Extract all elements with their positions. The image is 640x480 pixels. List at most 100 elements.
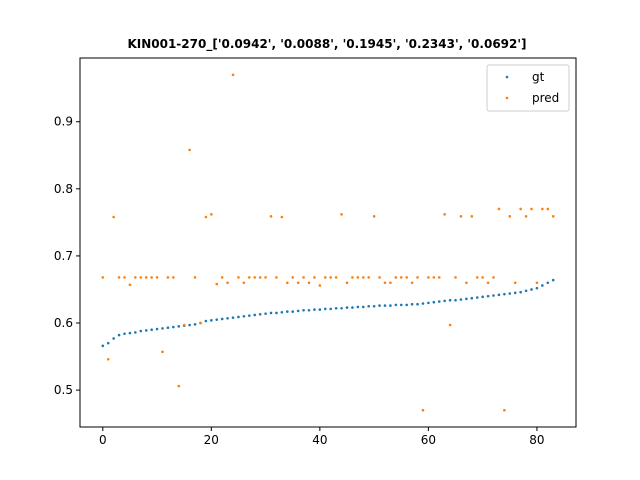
pred-point (475, 276, 479, 279)
pred-point (258, 276, 262, 279)
gt-point (443, 299, 446, 303)
gt-point (291, 310, 295, 313)
pred-point (378, 276, 381, 279)
y-tick-label: 0.9 (54, 115, 73, 129)
pred-point (264, 276, 267, 279)
pred-point (410, 281, 414, 285)
gt-point (378, 304, 381, 307)
pred-point (323, 276, 327, 279)
pred-point (465, 281, 468, 285)
gt-point (264, 312, 267, 315)
gt-point (112, 337, 115, 340)
gt-point (302, 308, 305, 312)
gt-point (497, 293, 501, 297)
gt-point (492, 294, 495, 297)
gt-point (416, 302, 419, 306)
gt-point (535, 286, 539, 290)
pred-point (356, 276, 360, 279)
pred-point (318, 284, 322, 287)
pred-point (313, 276, 316, 279)
pred-point (351, 276, 354, 279)
pred-point (248, 276, 251, 279)
gt-point (237, 315, 240, 319)
x-tick-label: 20 (204, 433, 219, 447)
gt-point (481, 295, 484, 299)
gt-point (280, 310, 284, 314)
gt-point (220, 317, 224, 321)
pred-point (448, 323, 452, 327)
pred-point (513, 281, 517, 285)
gt-point (307, 308, 311, 312)
x-axis: 0 20 40 60 80 (99, 427, 545, 447)
pred-point (193, 276, 197, 279)
gt-point (410, 302, 414, 306)
pred-point (437, 276, 441, 279)
gt-point (329, 307, 333, 311)
gt-point (383, 304, 387, 307)
gt-point (134, 331, 137, 334)
pred-point (307, 281, 311, 285)
gt-point (470, 296, 474, 300)
gt-point (253, 313, 257, 317)
pred-point (101, 276, 105, 279)
gt-point (465, 297, 468, 301)
gt-point (144, 329, 148, 332)
pred-point (150, 276, 153, 279)
gt-point (427, 301, 430, 305)
pred-point (275, 276, 278, 279)
gt-point (351, 306, 354, 309)
gt-point (361, 305, 365, 309)
gt-point (421, 302, 425, 305)
gt-point (172, 325, 175, 329)
gt-point (459, 298, 463, 301)
pred-point (172, 276, 175, 279)
pred-point (134, 276, 137, 279)
pred-point (182, 323, 186, 327)
pred-point (367, 276, 371, 279)
pred-point (503, 408, 506, 412)
gt-point (139, 329, 143, 333)
pred-point (139, 276, 143, 279)
pred-point (112, 215, 115, 219)
pred-point (454, 276, 457, 279)
x-tick-label: 80 (529, 433, 544, 447)
pred-point (334, 276, 338, 279)
gt-point (231, 316, 235, 319)
pred-point (530, 207, 533, 211)
pred-point (242, 281, 246, 285)
gt-point (166, 326, 170, 330)
gt-point (275, 311, 278, 315)
y-tick-label: 0.5 (54, 383, 73, 397)
pred-point (394, 276, 398, 279)
pred-point (399, 276, 403, 279)
pred-point (302, 276, 305, 279)
gt-point (340, 306, 343, 310)
pred-point (546, 207, 550, 211)
gt-point (437, 300, 441, 303)
pred-point (432, 276, 436, 279)
pred-point (199, 321, 202, 325)
pred-point (280, 215, 284, 219)
pred-point (215, 282, 219, 286)
y-axis: 0.5 0.6 0.7 0.8 0.9 (54, 115, 80, 397)
pred-point (106, 357, 110, 361)
pred-point (128, 283, 132, 287)
gt-point (405, 303, 408, 307)
pred-point (427, 276, 430, 279)
gt-point (546, 281, 550, 285)
gt-point (248, 314, 251, 317)
pred-point (361, 276, 365, 279)
gt-point (150, 328, 153, 332)
gt-point (551, 278, 555, 282)
gt-point (486, 294, 490, 298)
gt-point (356, 305, 360, 309)
pred-point (416, 276, 419, 279)
gt-point (530, 288, 533, 291)
pred-point (291, 276, 295, 279)
gt-point (323, 307, 327, 311)
gt-point (541, 284, 544, 287)
legend-marker-pred (505, 96, 509, 100)
pred-point (155, 276, 159, 279)
gt-point (117, 333, 121, 337)
pred-point (524, 215, 528, 218)
